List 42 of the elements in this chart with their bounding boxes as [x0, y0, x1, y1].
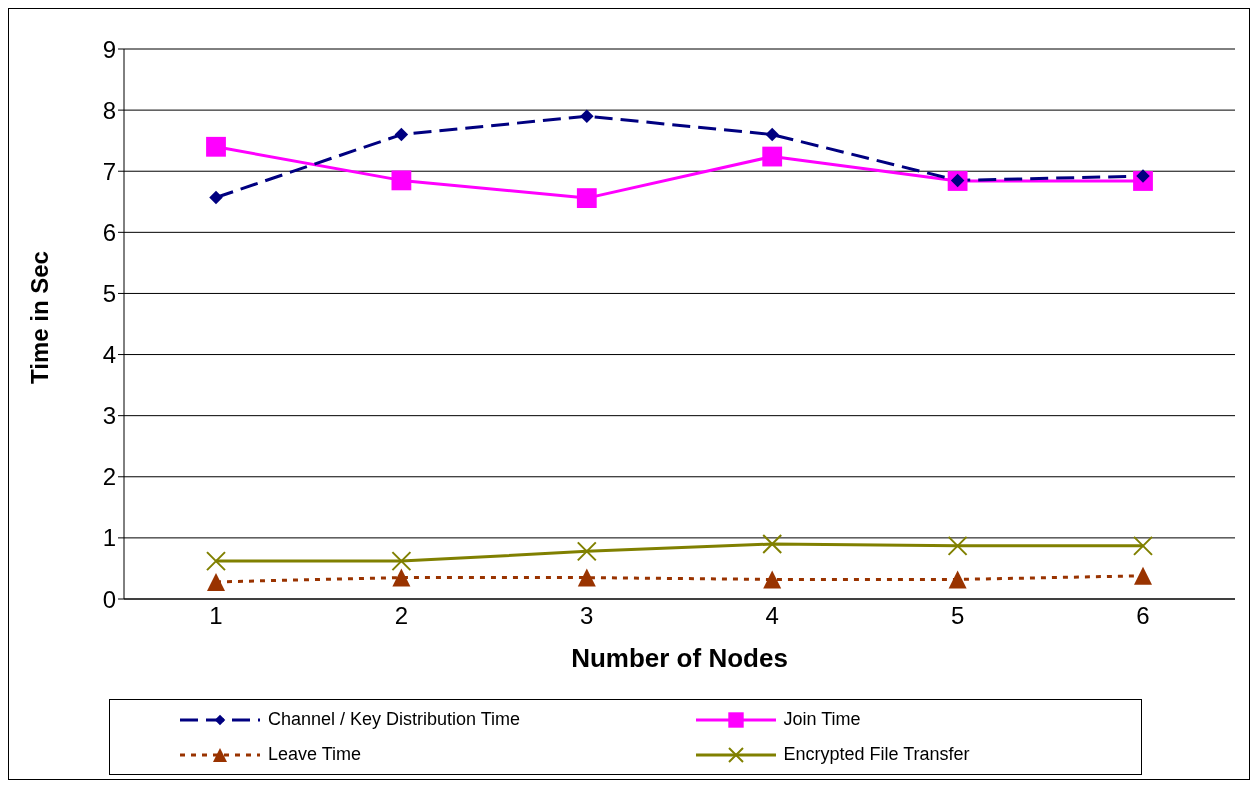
point	[1133, 535, 1153, 556]
legend-label: Leave Time	[268, 744, 362, 765]
point	[394, 127, 409, 142]
y-tick-label: 0	[102, 585, 116, 613]
y-axis-title: Time in Sec	[25, 251, 53, 384]
point	[392, 568, 411, 587]
legend-label: Encrypted File Transfer	[783, 744, 970, 765]
point	[576, 188, 597, 209]
point	[209, 190, 223, 205]
point	[763, 570, 782, 589]
x-tick-label: 4	[765, 602, 779, 630]
x-tick-label: 2	[394, 602, 409, 630]
y-tick-label: 1	[102, 524, 116, 552]
y-tick-label: 4	[102, 341, 116, 369]
point	[762, 534, 783, 554]
legend-label: Channel / Key Distribution Time	[268, 709, 521, 730]
x-tick-label: 6	[1136, 602, 1150, 630]
y-tick-label: 7	[102, 157, 116, 185]
point	[765, 127, 779, 142]
point	[948, 570, 967, 589]
y-tick-label: 2	[102, 463, 116, 491]
x-tick-label: 5	[950, 602, 965, 630]
point	[580, 109, 594, 123]
x-tick-label: 3	[580, 602, 594, 630]
point	[391, 551, 412, 572]
point	[577, 568, 596, 587]
y-tick-label: 9	[102, 35, 116, 63]
point	[1134, 566, 1152, 585]
point	[391, 170, 412, 191]
y-tick-label: 5	[102, 279, 116, 307]
point	[947, 535, 968, 556]
y-tick-label: 8	[102, 96, 116, 124]
point	[206, 551, 226, 572]
x-axis-title: Number of Nodes	[571, 643, 788, 673]
legend-label: Join Time	[783, 709, 861, 730]
point	[576, 541, 597, 562]
point	[207, 572, 225, 591]
point	[206, 136, 226, 157]
point	[762, 146, 783, 167]
x-tick-label: 1	[209, 602, 223, 630]
y-tick-label: 6	[102, 218, 116, 246]
y-tick-label: 3	[102, 402, 116, 430]
